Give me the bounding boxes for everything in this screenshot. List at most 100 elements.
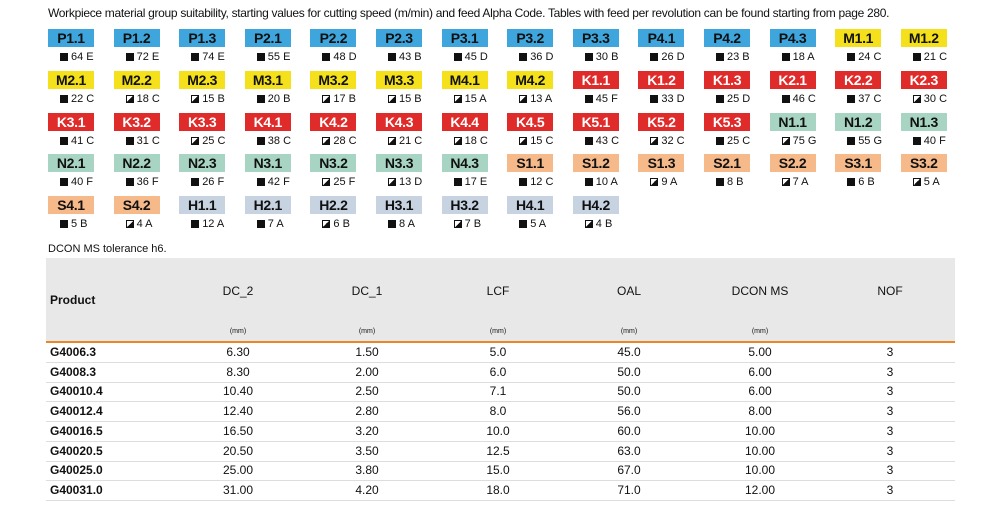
cell: 5.0 [489, 345, 507, 359]
material-value: 75 G [781, 134, 817, 147]
material-code: M4.1 [441, 70, 488, 89]
material-value: 8 B [716, 176, 744, 188]
material-value: 17 B [322, 93, 356, 105]
material-code: K4.2 [310, 112, 357, 131]
cell: 31.00 [222, 482, 254, 497]
material-value: 4 A [125, 218, 153, 231]
cell: 8.0 [489, 404, 507, 419]
fill-icon [716, 136, 724, 145]
material-value: 28 C [322, 135, 357, 147]
cell: 12.00 [744, 482, 776, 497]
cell: 10.40 [222, 384, 254, 399]
fill-icon [191, 220, 200, 229]
material-value: 4 B [584, 218, 612, 230]
column-header: DC_1 [351, 284, 383, 298]
cell: 20.50 [222, 443, 254, 458]
material-value: 5 A [519, 218, 546, 230]
material-value: 37 C [847, 93, 881, 105]
fill-icon [256, 53, 265, 61]
value-text: 72 E [136, 51, 160, 63]
fill-icon [453, 53, 462, 61]
value-text: 15 C [530, 134, 554, 147]
product-name: G40025.0 [50, 463, 103, 478]
material-code: K4.1 [244, 112, 291, 131]
value-text: 75 G [792, 134, 817, 147]
fill-icon [256, 220, 265, 229]
material-value: 7 A [781, 176, 809, 188]
fill-icon [912, 136, 921, 145]
material-code: S3.1 [835, 154, 882, 173]
material-value: 5 A [912, 176, 940, 189]
material-value: 12 C [519, 176, 553, 188]
fill-icon [584, 220, 593, 229]
cell: 60.0 [617, 423, 641, 438]
value-text: 45 D [464, 51, 488, 63]
value-text: 17 E [464, 176, 488, 189]
value-text: 30 B [595, 51, 619, 63]
material-value: 25 D [716, 93, 750, 105]
column-unit: (mm) [489, 328, 507, 335]
material-value: 22 C [60, 93, 94, 105]
value-text: 4 A [136, 218, 153, 231]
material-value: 7 B [453, 218, 481, 230]
fill-icon [519, 220, 528, 229]
table-header [46, 258, 955, 343]
value-text: 55 G [858, 134, 883, 147]
material-value: 18 C [453, 135, 488, 147]
product-name: G40020.5 [50, 443, 103, 458]
material-code: N2.3 [179, 154, 226, 173]
fill-icon [60, 178, 68, 187]
material-code: M3.3 [376, 70, 422, 89]
material-code: N1.2 [835, 112, 882, 131]
material-code: K1.1 [572, 70, 619, 89]
material-value: 24 C [847, 51, 881, 63]
fill-icon [256, 136, 265, 145]
material-value: 48 D [322, 51, 357, 63]
material-code: K5.3 [704, 112, 750, 131]
material-value: 45 D [453, 51, 488, 63]
row-divider [46, 421, 955, 423]
fill-icon [847, 94, 856, 103]
fill-icon [125, 178, 134, 187]
material-value: 30 C [912, 93, 947, 105]
cell: 10.00 [744, 443, 776, 458]
fill-icon [519, 53, 528, 61]
column-unit: (mm) [751, 328, 769, 335]
material-code: P1.1 [48, 29, 94, 47]
material-code: K1.2 [638, 70, 685, 89]
column-header: DC_2 [222, 284, 254, 298]
value-text: 10 A [595, 176, 618, 189]
cell: 3 [886, 443, 894, 458]
material-value: 43 B [388, 51, 422, 63]
material-value: 21 C [388, 135, 422, 147]
value-text: 13 D [399, 176, 423, 189]
value-text: 22 C [71, 92, 95, 105]
fill-icon [584, 136, 593, 145]
fill-icon [453, 220, 462, 229]
caption: Workpiece material group suitability, st… [48, 6, 890, 20]
cell: 25.00 [222, 463, 254, 478]
value-text: 43 C [595, 134, 620, 147]
tolerance-note: DCON MS tolerance h6. [48, 243, 167, 255]
fill-icon [322, 136, 331, 145]
cell: 1.50 [355, 345, 379, 359]
cell: 7.1 [489, 384, 507, 399]
value-text: 7 A [267, 218, 284, 231]
fill-icon [388, 53, 396, 61]
fill-icon [191, 94, 200, 103]
fill-icon [191, 178, 200, 187]
column-unit: (mm) [229, 328, 247, 335]
cell: 15.0 [486, 463, 510, 478]
fill-icon [519, 136, 528, 145]
fill-icon [60, 53, 68, 61]
value-text: 5 A [923, 176, 940, 189]
material-code: M2.2 [113, 70, 160, 89]
material-value: 40 F [60, 176, 93, 188]
material-value: 8 A [388, 218, 415, 230]
fill-icon [453, 178, 462, 187]
material-code: P4.3 [769, 29, 816, 47]
material-code: S1.1 [507, 154, 554, 173]
value-text: 15 B [399, 92, 422, 105]
material-code: P3.3 [572, 29, 619, 47]
value-text: 25 F [333, 176, 356, 189]
